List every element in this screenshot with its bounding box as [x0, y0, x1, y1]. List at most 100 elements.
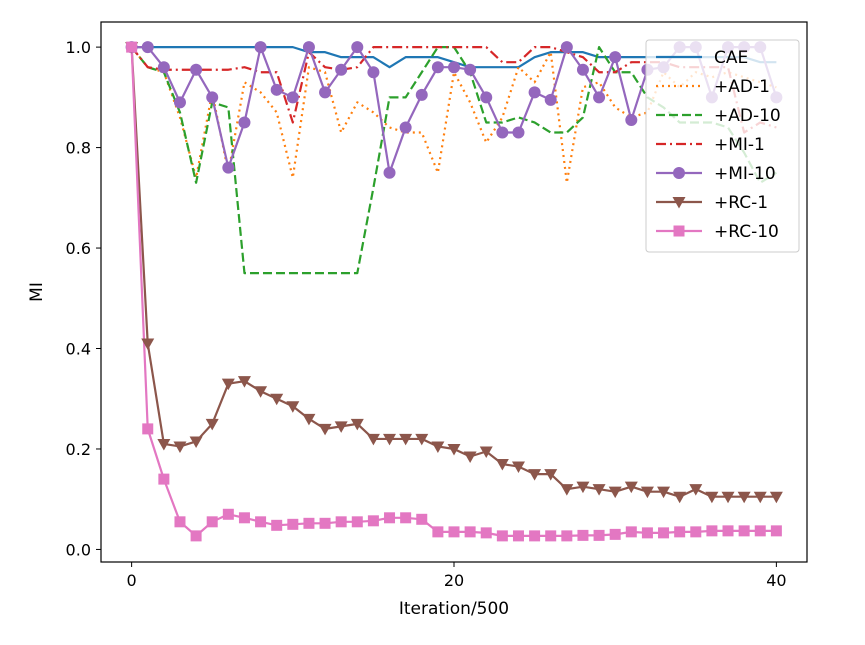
- data-point-rc-10: [625, 526, 637, 538]
- data-point-rc-10: [384, 512, 396, 524]
- data-point-rc-10: [319, 517, 331, 529]
- data-point-rc-1: [334, 421, 348, 433]
- x-axis-label: Iteration/500: [399, 599, 509, 619]
- data-point-rc-1: [205, 418, 219, 431]
- data-point-mi-10: [190, 63, 203, 76]
- data-point-rc-10: [335, 516, 347, 528]
- data-point-rc-1: [705, 491, 719, 504]
- data-point-rc-1: [640, 486, 654, 499]
- series-markers: [125, 41, 783, 542]
- legend: CAE +AD-1 +AD-10 +MI-1 +MI-10 +RC-1 +RC-10: [645, 39, 800, 253]
- data-point-rc-10: [400, 512, 412, 524]
- data-point-rc-10: [222, 508, 234, 520]
- data-point-rc-1: [560, 484, 574, 496]
- x-tick-label: 40: [766, 571, 786, 590]
- data-point-mi-10: [335, 63, 348, 76]
- data-point-mi-10: [238, 116, 251, 129]
- data-point-rc-1: [544, 469, 558, 481]
- data-point-rc-10: [448, 526, 460, 538]
- data-point-mi-10: [173, 96, 186, 109]
- data-point-rc-1: [592, 484, 606, 496]
- data-point-rc-1: [270, 393, 284, 406]
- legend-label-rc-10: +RC-10: [714, 222, 779, 242]
- data-point-rc-1: [721, 491, 735, 504]
- legend-label-mi-1: +MI-1: [714, 135, 765, 155]
- data-point-rc-10: [190, 530, 202, 542]
- data-point-rc-10: [255, 516, 267, 528]
- data-point-mi-10: [625, 113, 638, 126]
- data-point-rc-10: [367, 515, 379, 527]
- data-point-rc-10: [416, 513, 428, 525]
- data-point-rc-10: [271, 519, 283, 531]
- data-point-rc-10: [142, 423, 154, 435]
- data-point-rc-10: [641, 527, 653, 539]
- data-point-rc-10: [496, 530, 508, 542]
- x-tick-label: 0: [127, 571, 137, 590]
- data-point-mi-10: [528, 86, 541, 99]
- data-point-rc-10: [561, 530, 573, 542]
- data-point-rc-10: [529, 530, 541, 542]
- data-point-mi-10: [593, 91, 606, 104]
- data-point-rc-10: [158, 473, 170, 485]
- data-point-mi-10: [448, 61, 460, 74]
- data-point-rc-10: [706, 525, 718, 537]
- data-point-rc-10: [512, 530, 524, 542]
- data-point-rc-1: [318, 423, 332, 436]
- legend-label-ad-10: +AD-10: [714, 106, 781, 126]
- data-point-mi-10: [431, 61, 444, 74]
- data-point-rc-1: [189, 436, 203, 448]
- y-tick-label: 0.8: [66, 139, 91, 158]
- data-point-rc-10: [126, 41, 138, 53]
- y-tick-label: 1.0: [66, 38, 91, 57]
- data-point-rc-10: [770, 525, 782, 537]
- data-point-mi-10: [206, 91, 219, 104]
- data-point-mi-10: [141, 41, 154, 54]
- y-axis-label: MI: [27, 282, 47, 302]
- data-point-rc-10: [722, 525, 734, 537]
- data-point-mi-10: [302, 41, 315, 54]
- data-point-rc-1: [769, 491, 783, 504]
- data-point-mi-10: [609, 51, 622, 64]
- data-point-mi-10: [157, 61, 170, 74]
- x-axis-ticks: 0 20 40: [127, 562, 787, 590]
- data-point-rc-10: [174, 516, 186, 528]
- data-point-rc-1: [463, 451, 477, 464]
- data-point-rc-1: [753, 491, 767, 504]
- data-point-mi-10: [270, 83, 283, 96]
- data-point-rc-10: [690, 526, 702, 538]
- data-point-rc-10: [432, 526, 444, 538]
- data-point-rc-10: [464, 526, 476, 538]
- data-point-rc-1: [415, 433, 429, 446]
- data-point-mi-10: [576, 63, 589, 76]
- data-point-rc-1: [254, 386, 268, 398]
- data-point-mi-10: [415, 88, 428, 101]
- data-point-rc-1: [302, 413, 316, 426]
- data-point-rc-1: [608, 486, 622, 499]
- y-tick-label: 0.0: [66, 540, 91, 559]
- legend-label-rc-1: +RC-1: [714, 193, 768, 213]
- data-point-rc-10: [658, 527, 670, 539]
- data-point-rc-1: [689, 484, 703, 496]
- data-point-rc-10: [609, 528, 621, 540]
- data-point-rc-1: [447, 443, 461, 456]
- data-point-mi-10: [286, 91, 299, 104]
- legend-label-ad-1: +AD-1: [714, 77, 770, 97]
- legend-label-cae: CAE: [714, 48, 748, 68]
- legend-marker-mi-10: [673, 167, 685, 179]
- data-point-rc-10: [545, 530, 557, 542]
- data-point-rc-10: [593, 529, 605, 541]
- data-point-rc-1: [673, 491, 687, 504]
- data-point-rc-10: [577, 529, 589, 541]
- data-point-rc-1: [221, 378, 235, 391]
- data-point-mi-10: [319, 86, 332, 99]
- legend-label-mi-10: +MI-10: [714, 164, 776, 184]
- data-point-rc-10: [480, 527, 492, 539]
- data-point-rc-1: [399, 433, 413, 446]
- data-point-rc-1: [511, 461, 525, 474]
- data-point-rc-1: [286, 401, 300, 413]
- data-point-rc-1: [237, 376, 251, 388]
- data-point-rc-10: [351, 516, 363, 528]
- y-tick-label: 0.4: [66, 340, 91, 359]
- data-point-mi-10: [544, 93, 557, 106]
- data-point-mi-10: [512, 126, 525, 139]
